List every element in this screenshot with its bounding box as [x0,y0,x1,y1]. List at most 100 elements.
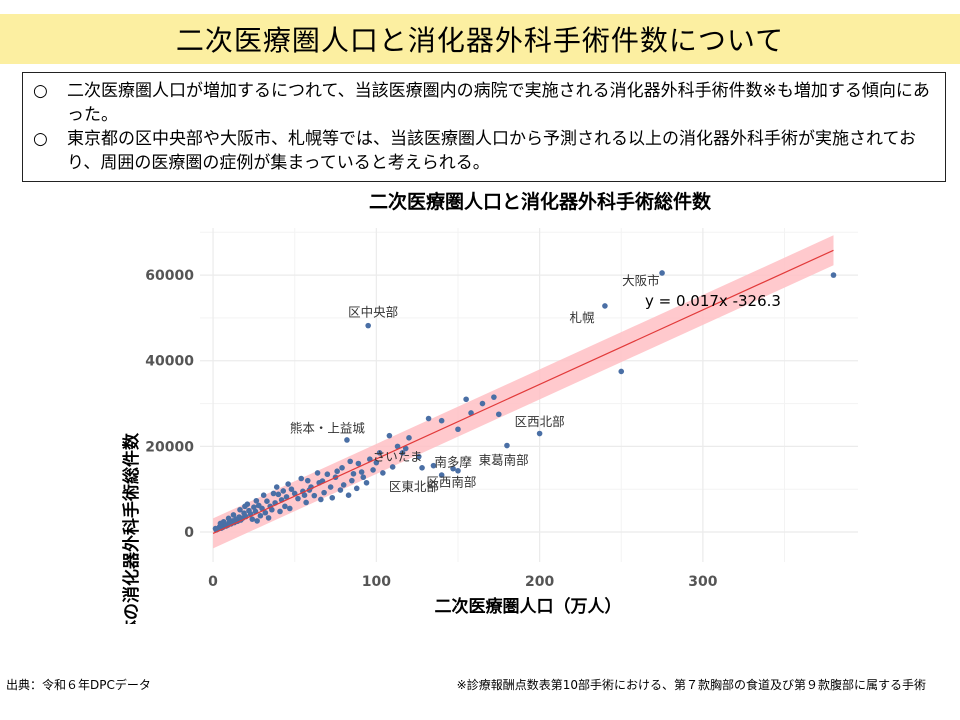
data-point [430,462,437,469]
data-point [463,396,469,403]
y-tick-label: 20000 [145,439,194,455]
data-point [253,497,260,504]
data-point [254,518,260,524]
data-point [217,520,224,527]
summary-item: ○ 二次医療圏人口が増加するにつれて、当該医療圏内の病院で実施される消化器外科手… [33,79,935,127]
data-point [337,487,344,493]
data-point [536,430,543,437]
regression-equation: y = 0.017x -326.3 [645,292,781,310]
data-point [288,486,295,493]
data-point [455,467,461,474]
data-point [287,505,293,512]
data-point [450,465,456,472]
data-point [602,303,608,309]
data-point [285,481,291,487]
data-points [212,270,837,533]
data-point [329,494,336,501]
data-point [260,492,267,499]
data-point [360,474,367,481]
data-point [282,503,288,510]
data-point [386,432,393,439]
data-point [255,502,262,509]
data-point [241,510,247,516]
x-tick-label: 100 [362,574,391,590]
data-point [265,515,272,521]
data-point [301,492,308,499]
summary-item: ○ 東京都の区中央部や大阪市、札幌等では、当該医療圏人口から予測される以上の消化… [33,127,935,175]
data-point [353,485,360,492]
data-point [438,472,445,478]
data-point [389,464,396,470]
data-point [280,488,287,494]
regression-line [212,249,834,534]
data-point [327,484,334,490]
page-title: 二次医療圏人口と消化器外科手術件数について [175,24,785,57]
data-point [618,368,625,375]
data-point [349,477,355,484]
data-point [225,515,232,522]
summary-text: 二次医療圏人口が増加するにつれて、当該医療圏内の病院で実施される消化器外科手術件… [67,81,930,125]
x-axis-label: 二次医療圏人口（万人） [435,596,622,617]
data-point [495,411,502,418]
data-point [347,458,354,465]
data-point [257,512,264,519]
data-point [402,445,409,452]
y-tick-label: 40000 [145,354,194,370]
y-axis-label: 二次医療圏全体の消化器外科手術総件数 [121,432,142,624]
data-point [321,489,327,496]
point-label: 南多摩 [434,455,472,470]
x-tick-label: 300 [688,574,717,590]
title-bar: 二次医療圏人口と消化器外科手術件数について [0,14,960,64]
data-point [504,442,510,449]
data-point [318,496,324,503]
data-point [365,322,371,329]
data-point [355,460,362,467]
data-point [358,469,365,475]
data-point [270,490,277,497]
data-point [659,270,665,276]
x-tick-label: 0 [208,574,218,590]
point-label: 区中央部 [348,305,398,320]
point-label: 熊本・上益城 [290,420,366,435]
data-point [246,507,252,514]
y-tick-label: 0 [184,525,194,541]
data-point [830,272,837,278]
data-point [491,394,497,400]
data-point [419,464,425,471]
axis-ticks: 0 100 200 300 0 20000 40000 60000 [145,268,717,590]
data-point [262,509,269,516]
point-label: 大阪市 [622,273,660,288]
data-point [350,470,357,477]
summary-text: 東京都の区中央部や大阪市、札幌等では、当該医療圏人口から予測される以上の消化器外… [67,129,916,173]
data-point [275,491,282,498]
data-point [212,525,219,532]
data-point [264,498,270,504]
data-point [311,492,318,499]
data-point [230,512,237,518]
data-point [380,470,386,476]
data-point [468,410,474,416]
data-point [394,443,401,450]
data-point [339,464,345,471]
data-point [249,516,256,522]
data-point [370,467,376,473]
point-label: 区西北部 [515,414,565,429]
data-point [314,470,321,476]
data-point [363,479,370,486]
point-label: さいたま [373,449,423,464]
data-point [251,504,257,510]
data-point [242,503,248,510]
regression-line-path [212,249,834,534]
data-point [345,492,352,499]
data-point [344,437,350,443]
data-point [376,450,383,456]
footnote: ※診療報酬点数表第10部手術における、第７款胸部の食道及び第９款腹部に属する手術 [456,678,926,692]
data-point [425,415,432,422]
data-point [303,499,309,506]
point-label: 東葛南部 [479,452,529,467]
data-point [237,506,243,513]
data-point [295,495,301,502]
data-point [415,453,422,460]
data-point [304,477,311,484]
